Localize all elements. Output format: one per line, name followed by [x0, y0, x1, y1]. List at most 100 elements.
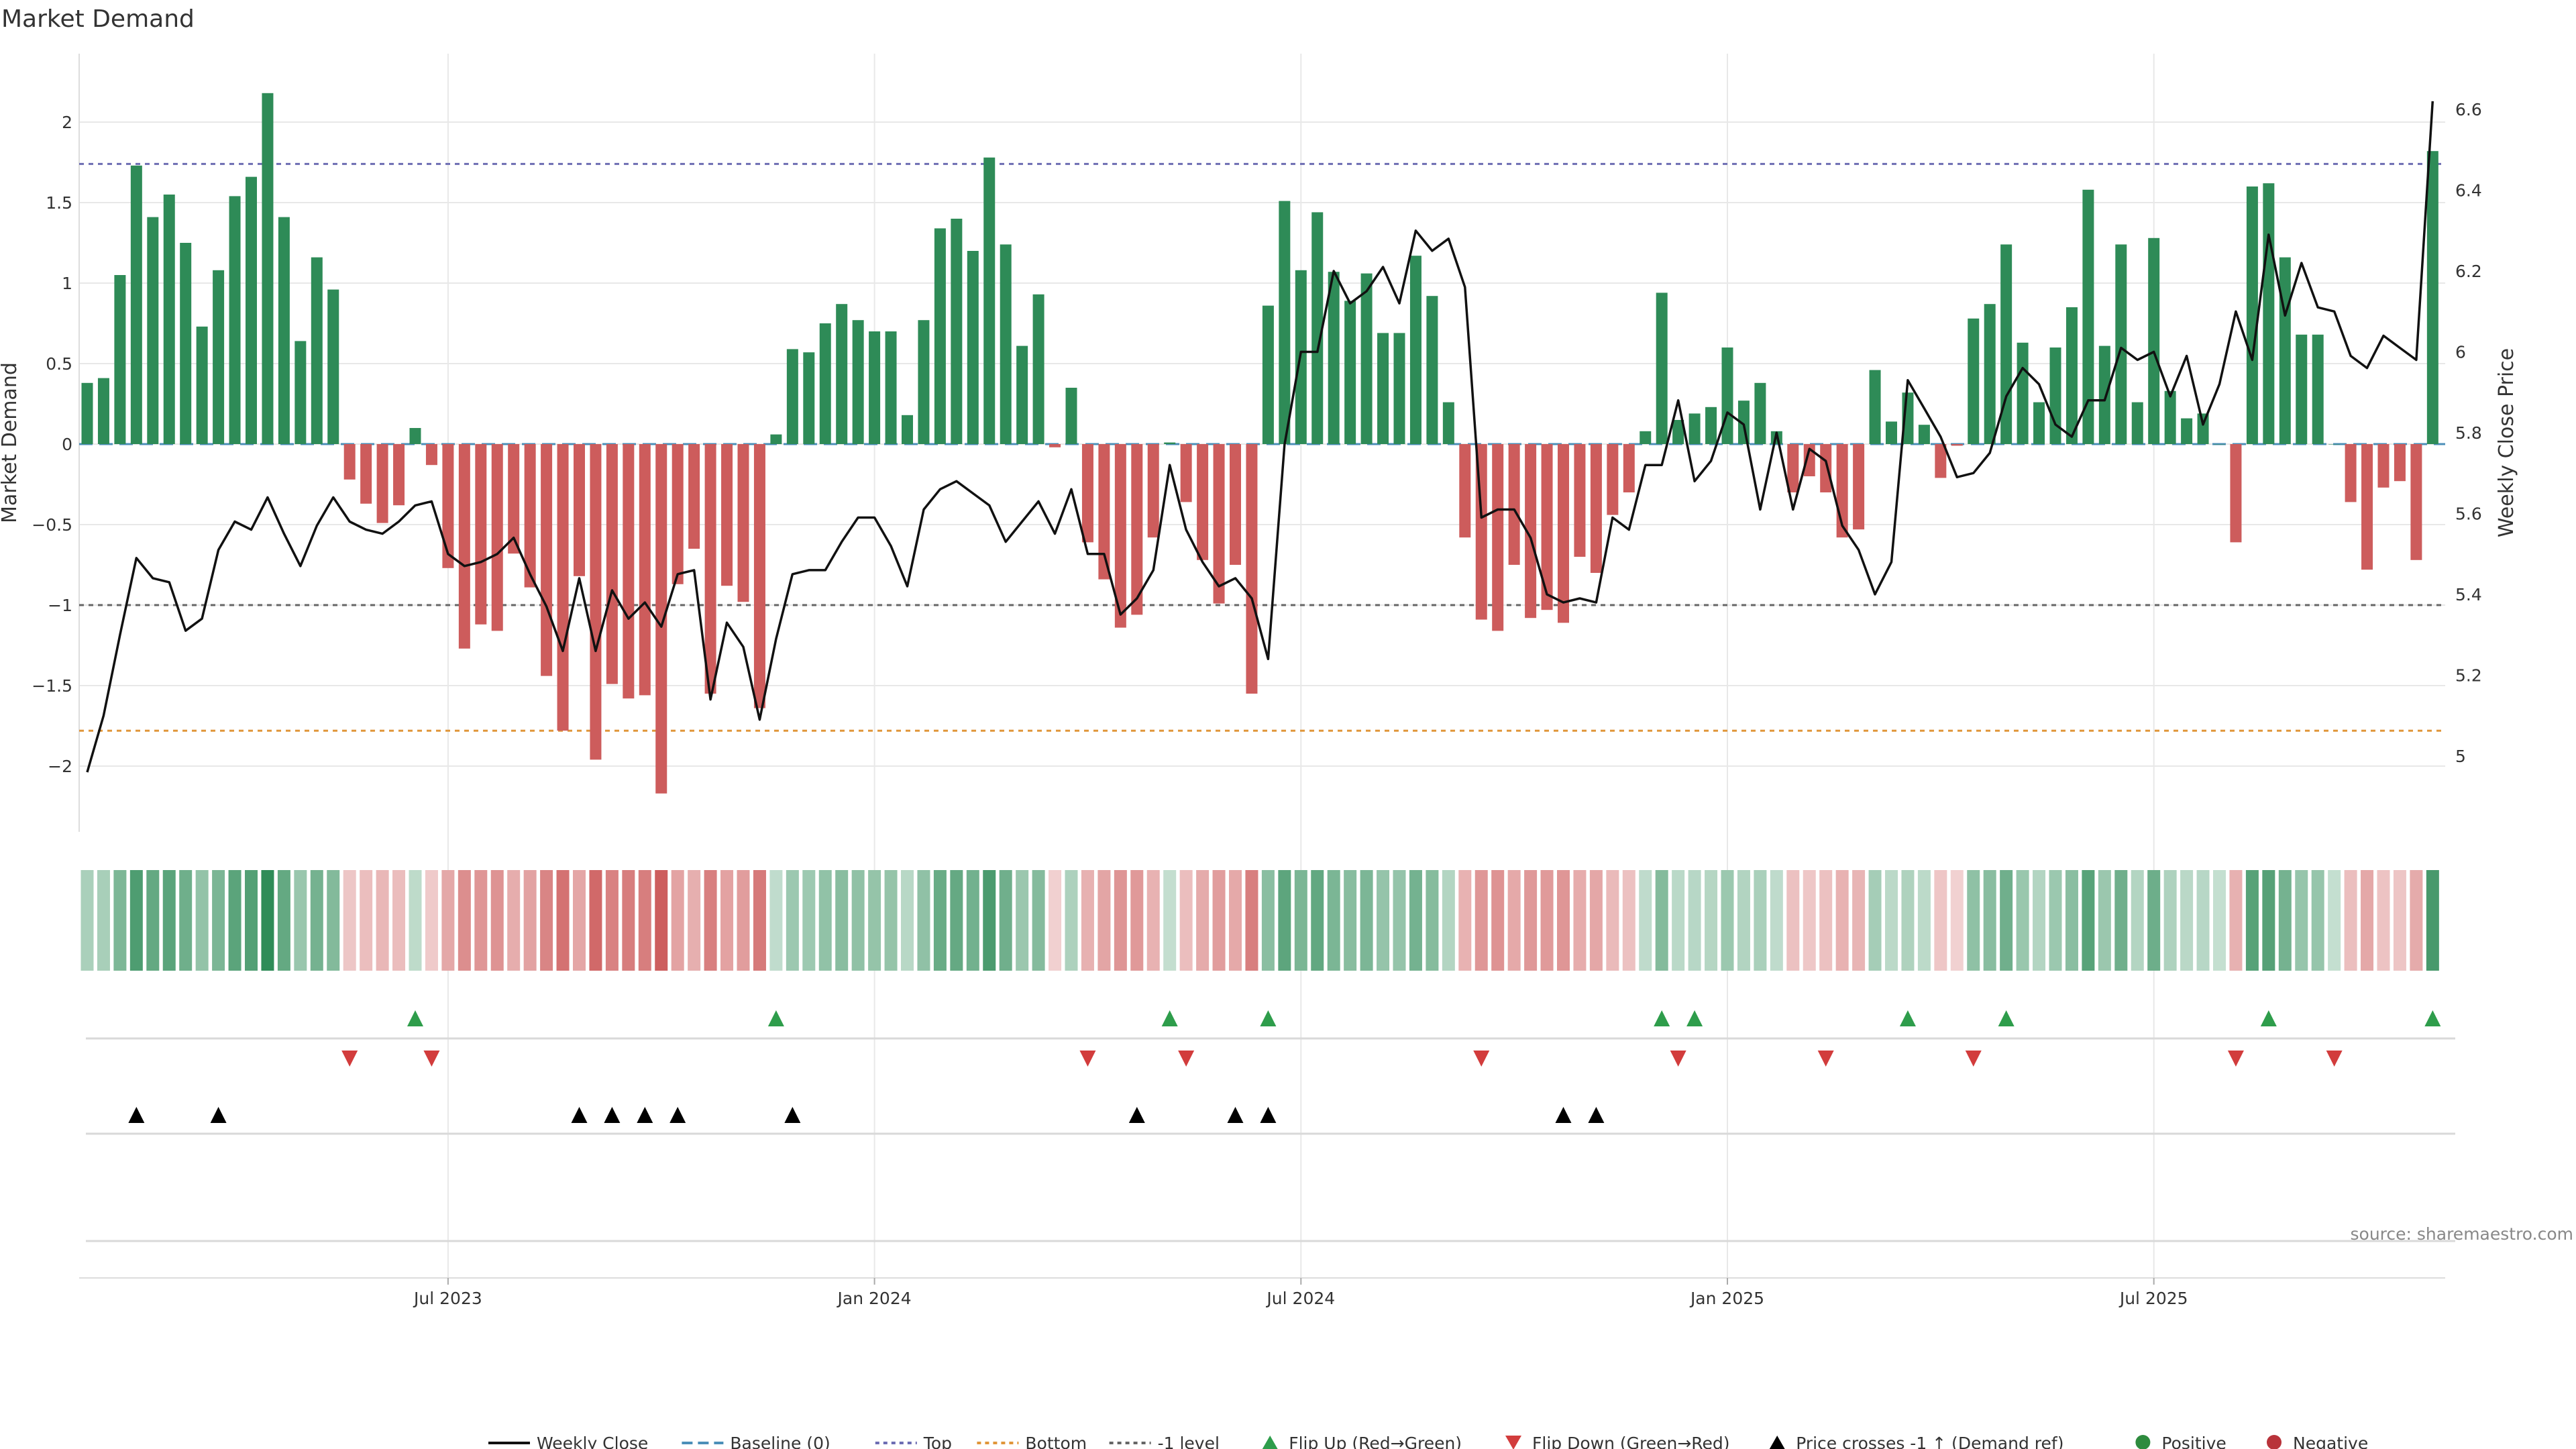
y-tick-label: −1.5: [32, 676, 72, 696]
flip-up-marker: [767, 1010, 784, 1026]
left-y-axis: 2 1.5 1 0.5 0 −0.5 −1 −1.5 −2: [32, 113, 72, 776]
demand-bar: [2197, 413, 2209, 444]
demand-bar: [2214, 444, 2225, 445]
price-cross-marker: [210, 1107, 227, 1123]
demand-bar: [442, 444, 454, 568]
legend-label: Bottom: [1025, 1434, 1087, 1449]
demand-bar: [130, 165, 142, 445]
heat-cell: [671, 870, 684, 971]
demand-bar: [360, 444, 372, 504]
heat-cell: [1442, 870, 1455, 971]
demand-bar: [1705, 407, 1717, 444]
y-tick-label: −1: [48, 596, 72, 615]
demand-bar: [1574, 444, 1586, 557]
demand-bar: [1442, 402, 1454, 444]
legend-label: Positive: [2161, 1434, 2226, 1449]
heat-cell: [573, 870, 586, 971]
heat-cell: [1754, 870, 1767, 971]
demand-bar: [836, 304, 848, 444]
demand-bar: [2049, 347, 2061, 444]
heat-cell: [1622, 870, 1635, 971]
heat-cell: [1983, 870, 1996, 971]
heat-cell: [360, 870, 373, 971]
heat-cell: [1294, 870, 1307, 971]
heat-cell: [1016, 870, 1029, 971]
flip-up-marker: [1998, 1010, 2015, 1026]
heat-cell: [2033, 870, 2046, 971]
demand-bar: [2082, 189, 2094, 444]
demand-bar: [2230, 444, 2242, 543]
heat-cell: [2328, 870, 2341, 971]
price-cross-marker: [669, 1107, 686, 1123]
heat-cell: [2016, 870, 2029, 971]
demand-bar: [2296, 334, 2308, 444]
legend-item: Flip Up (Red→Green): [1262, 1434, 1462, 1449]
x-tick-label: Jan 2025: [1689, 1289, 1764, 1308]
heat-cell: [2163, 870, 2177, 971]
heat-cell: [2426, 870, 2439, 971]
heat-cell: [1901, 870, 1915, 971]
heat-cell: [1179, 870, 1193, 971]
heat-cell: [589, 870, 602, 971]
demand-bar: [1525, 444, 1537, 619]
demand-bar: [1262, 305, 1274, 444]
demand-bar: [278, 217, 290, 444]
legend-item: Weekly Close: [488, 1434, 648, 1449]
demand-bar: [623, 444, 635, 699]
heat-cell: [2180, 870, 2194, 971]
heat-cell: [474, 870, 488, 971]
demand-bar: [1213, 444, 1225, 604]
demand-bar: [786, 349, 798, 444]
heat-cell: [277, 870, 290, 971]
heat-cell: [2361, 870, 2374, 971]
y2-tick-label: 5.8: [2455, 423, 2482, 443]
demand-bar: [819, 323, 831, 444]
flip-up-marker: [1899, 1010, 1916, 1026]
heat-cell: [1278, 870, 1291, 971]
heat-cell: [950, 870, 963, 971]
demand-bar: [1230, 444, 1241, 565]
heat-cell: [2262, 870, 2275, 971]
heat-cell: [1032, 870, 1045, 971]
demand-bar: [294, 341, 307, 444]
legend-item: Flip Down (Green→Red): [1505, 1434, 1730, 1449]
heat-cell: [1672, 870, 1685, 971]
heat-cell: [1097, 870, 1111, 971]
y2-tick-label: 6: [2455, 343, 2466, 362]
demand-bar: [491, 444, 503, 631]
heat-cell: [376, 870, 389, 971]
heat-cell: [1393, 870, 1406, 971]
heat-cell: [2393, 870, 2406, 971]
heat-cell: [2410, 870, 2423, 971]
demand-bar: [2017, 342, 2029, 444]
demand-bar: [983, 157, 996, 445]
legend-item: Baseline (0): [682, 1434, 830, 1449]
heat-cell: [1573, 870, 1587, 971]
heat-cell: [1819, 870, 1833, 971]
heat-cell: [441, 870, 455, 971]
heat-cell: [901, 870, 914, 971]
demand-bar: [869, 331, 881, 444]
heat-cell: [228, 870, 241, 971]
price-cross-marker: [784, 1107, 801, 1123]
signal-markers: [86, 1010, 2455, 1242]
heat-cell: [2000, 870, 2013, 971]
demand-bar: [2426, 151, 2438, 444]
demand-bar: [1541, 444, 1553, 610]
heat-cell: [1852, 870, 1866, 971]
demand-bar: [180, 243, 192, 444]
heat-cell: [327, 870, 340, 971]
demand-bar: [1164, 442, 1176, 444]
x-tick-label: Jul 2024: [1265, 1289, 1335, 1308]
demand-bar: [688, 444, 700, 549]
heat-cell: [1426, 870, 1439, 971]
demand-bar: [1377, 333, 1389, 444]
heat-cell: [720, 870, 734, 971]
legend-item: -1 level: [1109, 1434, 1220, 1449]
heat-cell: [1721, 870, 1734, 971]
demand-bar: [1935, 444, 1947, 478]
heat-cell: [1081, 870, 1094, 971]
heat-cell: [2131, 870, 2144, 971]
y-tick-label: 0: [62, 435, 72, 454]
flip-down-marker: [1670, 1051, 1686, 1067]
